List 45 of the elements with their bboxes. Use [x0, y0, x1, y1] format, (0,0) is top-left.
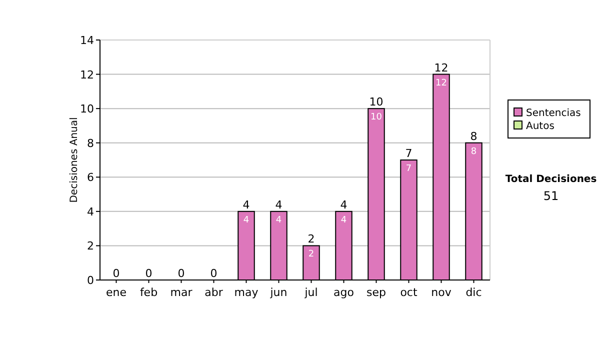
data-label: 4	[340, 215, 347, 226]
x-tick-label: may	[234, 286, 259, 299]
total-label: 7	[405, 147, 412, 160]
y-tick-label: 10	[80, 102, 94, 116]
x-tick-label: mar	[170, 286, 193, 299]
y-tick-label: 12	[80, 68, 94, 82]
y-tick-label: 2	[87, 240, 94, 253]
x-tick-label: feb	[140, 286, 158, 299]
total-label: 0	[210, 267, 218, 280]
total-label: 4	[275, 198, 282, 212]
x-tick-label: ene	[106, 286, 127, 299]
x-tick-label: ago	[334, 286, 354, 299]
total-label: 8	[470, 130, 478, 143]
data-label: 12	[436, 78, 447, 88]
x-tick-label: dic	[466, 286, 482, 299]
legend-label: Sentencias	[526, 108, 581, 119]
data-label: 4	[243, 215, 250, 226]
y-tick-label: 6	[87, 171, 94, 184]
y-tick-label: 4	[87, 205, 94, 218]
total-label: 4	[242, 198, 250, 212]
total-label: 12	[434, 61, 448, 74]
x-tick-label: abr	[204, 286, 224, 299]
y-tick-label: 8	[87, 136, 94, 150]
total-label: 2	[308, 232, 315, 246]
total-label: 0	[112, 267, 120, 280]
y-tick-label: 14	[80, 34, 94, 47]
legend-label: Autos	[526, 121, 554, 132]
x-tick-label: jul	[304, 286, 318, 299]
y-axis-title: Decisiones Anual	[69, 117, 80, 203]
data-label: 10	[370, 112, 382, 123]
total-label: 0	[178, 267, 185, 280]
text: 51	[543, 189, 559, 203]
data-label: 4	[276, 215, 282, 226]
total-label: 0	[145, 267, 152, 280]
y-tick-label: 0	[87, 274, 94, 287]
x-tick-label: sep	[366, 286, 386, 299]
x-tick-label: jun	[269, 286, 288, 299]
total-label: 10	[369, 96, 384, 109]
x-tick-label: oct	[400, 286, 418, 299]
data-label: 2	[308, 250, 314, 260]
x-tick-label: nov	[431, 286, 452, 299]
total-label: 4	[340, 198, 348, 212]
text: Total Decisiones	[505, 174, 597, 185]
data-label: 7	[406, 164, 412, 174]
data-label: 8	[470, 146, 477, 157]
